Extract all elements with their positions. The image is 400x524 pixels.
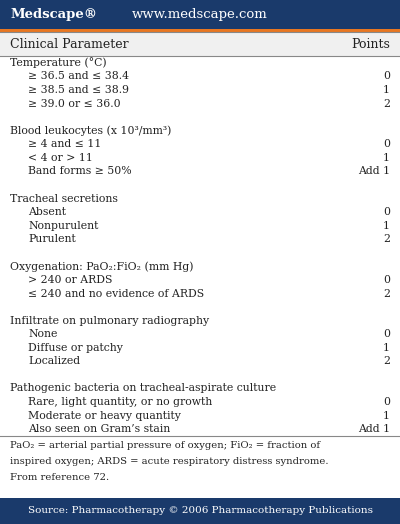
Text: 2: 2 (383, 356, 390, 366)
Text: 1: 1 (383, 153, 390, 163)
Text: 0: 0 (383, 329, 390, 339)
Bar (0, 32, 400, 56)
Text: Medscape®: Medscape® (10, 8, 97, 21)
Text: Temperature (°C): Temperature (°C) (10, 58, 107, 68)
Text: Add 1: Add 1 (358, 424, 390, 434)
Text: Diffuse or patchy: Diffuse or patchy (28, 343, 123, 353)
Text: Purulent: Purulent (28, 234, 76, 244)
Text: ≤ 240 and no evidence of ARDS: ≤ 240 and no evidence of ARDS (28, 289, 204, 299)
Text: ≥ 39.0 or ≤ 36.0: ≥ 39.0 or ≤ 36.0 (28, 99, 121, 108)
Text: None: None (28, 329, 57, 339)
Text: From reference 72.: From reference 72. (10, 473, 109, 482)
Text: Clinical Parameter: Clinical Parameter (10, 38, 129, 50)
Text: 1: 1 (383, 343, 390, 353)
Bar (0, 436, 400, 498)
Text: 0: 0 (383, 275, 390, 285)
Text: www.medscape.com: www.medscape.com (132, 8, 268, 21)
Text: Absent: Absent (28, 207, 66, 217)
Text: Also seen on Gram’s stain: Also seen on Gram’s stain (28, 424, 170, 434)
Bar (0, 0, 400, 29)
Text: Oxygenation: PaO₂:FiO₂ (mm Hg): Oxygenation: PaO₂:FiO₂ (mm Hg) (10, 261, 194, 271)
Text: 1: 1 (383, 221, 390, 231)
Text: ≥ 36.5 and ≤ 38.4: ≥ 36.5 and ≤ 38.4 (28, 71, 129, 81)
Text: > 240 or ARDS: > 240 or ARDS (28, 275, 112, 285)
Text: Source: Pharmacotherapy © 2006 Pharmacotherapy Publications: Source: Pharmacotherapy © 2006 Pharmacot… (28, 506, 372, 516)
Bar (0, 29, 400, 32)
Text: 0: 0 (383, 207, 390, 217)
Text: PaO₂ = arterial partial pressure of oxygen; FiO₂ = fraction of: PaO₂ = arterial partial pressure of oxyg… (10, 441, 320, 450)
Text: Add 1: Add 1 (358, 167, 390, 177)
Text: Infiltrate on pulmonary radiography: Infiltrate on pulmonary radiography (10, 315, 209, 325)
Text: 2: 2 (383, 234, 390, 244)
Text: Nonpurulent: Nonpurulent (28, 221, 98, 231)
Text: 1: 1 (383, 85, 390, 95)
Text: inspired oxygen; ARDS = acute respiratory distress syndrome.: inspired oxygen; ARDS = acute respirator… (10, 457, 328, 466)
Text: Points: Points (351, 38, 390, 50)
Text: Localized: Localized (28, 356, 80, 366)
Text: Blood leukocytes (x 10³/mm³): Blood leukocytes (x 10³/mm³) (10, 125, 171, 136)
Text: ≥ 38.5 and ≤ 38.9: ≥ 38.5 and ≤ 38.9 (28, 85, 129, 95)
Text: Pathogenic bacteria on tracheal-aspirate culture: Pathogenic bacteria on tracheal-aspirate… (10, 384, 276, 394)
Bar (0, 56, 400, 436)
Text: 0: 0 (383, 139, 390, 149)
Text: 2: 2 (383, 99, 390, 108)
Text: Moderate or heavy quantity: Moderate or heavy quantity (28, 411, 181, 421)
Text: Rare, light quantity, or no growth: Rare, light quantity, or no growth (28, 397, 212, 407)
Text: Tracheal secretions: Tracheal secretions (10, 193, 118, 203)
Text: Band forms ≥ 50%: Band forms ≥ 50% (28, 167, 132, 177)
Text: 0: 0 (383, 397, 390, 407)
Text: 1: 1 (383, 411, 390, 421)
Text: 0: 0 (383, 71, 390, 81)
Text: 2: 2 (383, 289, 390, 299)
Bar (0, 498, 400, 524)
Text: ≥ 4 and ≤ 11: ≥ 4 and ≤ 11 (28, 139, 101, 149)
Text: < 4 or > 11: < 4 or > 11 (28, 153, 93, 163)
